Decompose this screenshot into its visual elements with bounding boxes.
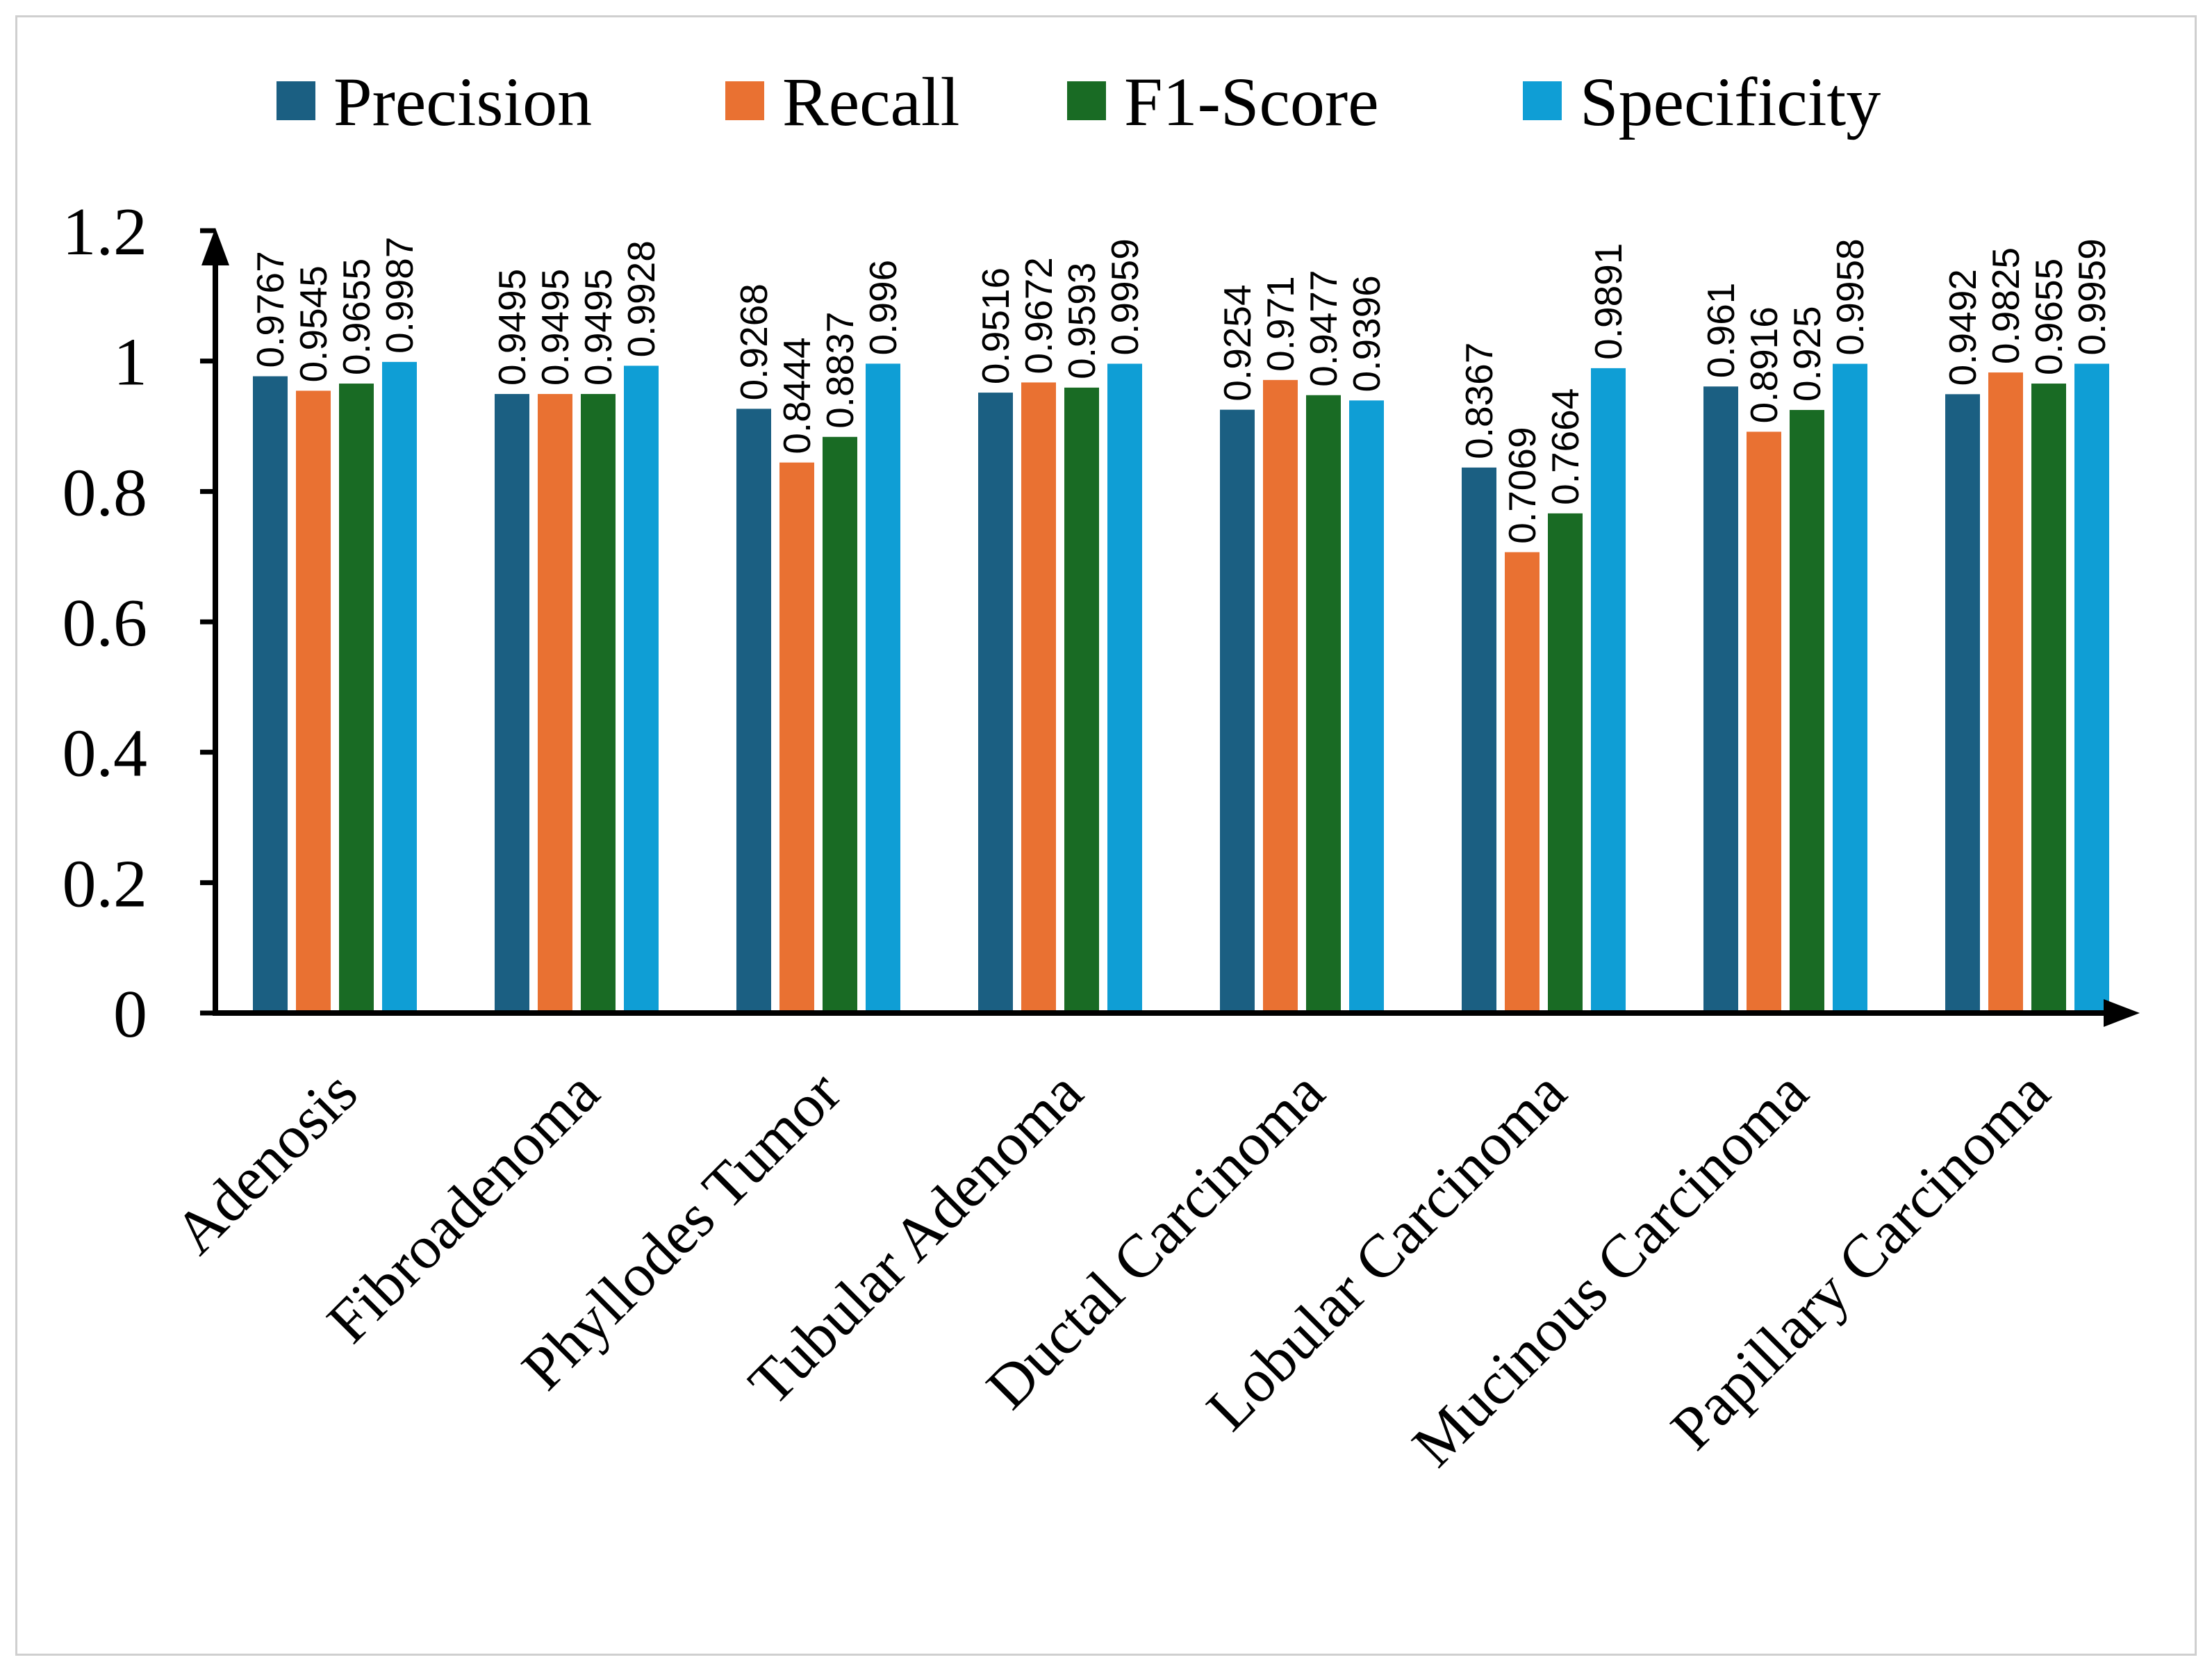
bar-f1-score-2 <box>581 394 616 1013</box>
value-label: 0.9495 <box>534 269 577 386</box>
x-tick-label: Adenosis <box>162 1059 370 1267</box>
value-label: 0.9959 <box>2070 238 2113 355</box>
axes <box>201 228 2140 1027</box>
bar-f1-score-8 <box>2031 384 2066 1013</box>
y-tick-label: 0.8 <box>63 455 148 530</box>
value-label: 0.9516 <box>974 267 1017 384</box>
value-label: 0.961 <box>1699 283 1742 379</box>
bar-recall-1 <box>296 390 331 1013</box>
bar-specificity-3 <box>866 363 900 1013</box>
legend: Precision Recall F1-Score Specificity <box>276 63 1881 140</box>
value-label: 0.9495 <box>490 269 534 386</box>
y-axis-arrow-icon <box>201 228 229 265</box>
x-axis-arrow-icon <box>2104 999 2140 1027</box>
bar-precision-8 <box>1945 394 1980 1013</box>
value-label: 0.9254 <box>1216 284 1259 401</box>
bar-f1-score-6 <box>1548 513 1583 1013</box>
y-tick-label: 1.2 <box>63 195 148 270</box>
bar-recall-3 <box>779 462 814 1013</box>
value-label: 0.9495 <box>577 269 620 386</box>
bar-specificity-2 <box>624 365 659 1013</box>
bar-f1-score-3 <box>823 436 857 1013</box>
value-label: 0.996 <box>861 260 905 356</box>
bars <box>253 361 2109 1013</box>
value-label: 0.8444 <box>775 337 818 454</box>
value-label: 0.9891 <box>1587 243 1630 360</box>
bar-precision-4 <box>978 393 1013 1013</box>
value-label: 0.9655 <box>335 258 378 375</box>
value-label: 0.9396 <box>1345 275 1388 392</box>
value-label: 0.7664 <box>1544 388 1587 505</box>
bar-f1-score-4 <box>1064 387 1099 1013</box>
value-label: 0.9593 <box>1060 263 1103 379</box>
y-tick-label: 0.2 <box>63 846 148 921</box>
bar-precision-3 <box>736 409 771 1013</box>
legend-label: F1-Score <box>1124 63 1379 140</box>
value-label: 0.9928 <box>620 240 663 357</box>
value-label: 0.9268 <box>732 283 775 400</box>
bar-specificity-5 <box>1349 400 1384 1013</box>
y-tick-label: 1 <box>113 325 147 400</box>
y-tick-label: 0 <box>113 977 147 1052</box>
value-label: 0.971 <box>1259 276 1302 372</box>
value-label: 0.9492 <box>1941 269 1984 386</box>
legend-swatch-specificity <box>1523 81 1562 120</box>
bar-f1-score-5 <box>1306 395 1341 1013</box>
bar-recall-7 <box>1747 431 1781 1013</box>
bar-specificity-7 <box>1833 363 1867 1013</box>
value-label: 0.925 <box>1785 306 1829 402</box>
value-labels: 0.9767 0.9545 0.9655 0.9987 0.9495 0.9495 0.94… <box>249 237 2113 544</box>
x-tick-label: Mucinous Carcinoma <box>1400 1059 1821 1480</box>
value-label: 0.8837 <box>818 312 861 429</box>
bar-recall-2 <box>538 394 572 1013</box>
legend-swatch-recall <box>725 81 764 120</box>
value-label: 0.9958 <box>1829 238 1872 355</box>
legend-label: Specificity <box>1580 63 1881 140</box>
legend-label: Recall <box>782 63 959 140</box>
bar-specificity-1 <box>382 361 417 1013</box>
bar-specificity-4 <box>1107 363 1142 1013</box>
y-tick-label: 0.6 <box>63 586 148 661</box>
legend-label: Precision <box>333 63 592 140</box>
value-label: 0.9825 <box>1984 247 2027 364</box>
bar-recall-5 <box>1263 379 1298 1013</box>
bar-precision-6 <box>1462 467 1496 1013</box>
value-label: 0.9767 <box>249 251 292 368</box>
value-label: 0.9959 <box>1103 238 1146 355</box>
value-label: 0.8367 <box>1458 343 1501 459</box>
value-label: 0.8916 <box>1742 306 1785 423</box>
bar-recall-4 <box>1021 382 1056 1013</box>
bar-precision-5 <box>1220 409 1255 1013</box>
value-label: 0.9672 <box>1017 257 1060 374</box>
bar-recall-8 <box>1988 372 2023 1013</box>
y-tick-label: 0.4 <box>63 716 148 791</box>
bar-specificity-6 <box>1591 368 1626 1013</box>
value-label: 0.9545 <box>292 265 335 382</box>
bar-recall-6 <box>1505 552 1540 1013</box>
value-label: 0.9987 <box>378 237 421 354</box>
bar-specificity-8 <box>2074 363 2109 1013</box>
y-axis-ticks: 0 0.2 0.4 0.6 0.8 1 1.2 <box>63 195 215 1052</box>
legend-swatch-f1-score <box>1067 81 1106 120</box>
legend-swatch-precision <box>276 81 315 120</box>
value-label: 0.9477 <box>1302 270 1345 387</box>
value-label: 0.7069 <box>1501 427 1544 543</box>
value-label: 0.9655 <box>2027 258 2070 375</box>
bar-precision-7 <box>1703 386 1738 1013</box>
bar-f1-score-1 <box>339 384 374 1013</box>
bar-f1-score-7 <box>1790 410 1824 1013</box>
bar-precision-1 <box>253 376 288 1013</box>
bar-precision-2 <box>495 394 529 1013</box>
